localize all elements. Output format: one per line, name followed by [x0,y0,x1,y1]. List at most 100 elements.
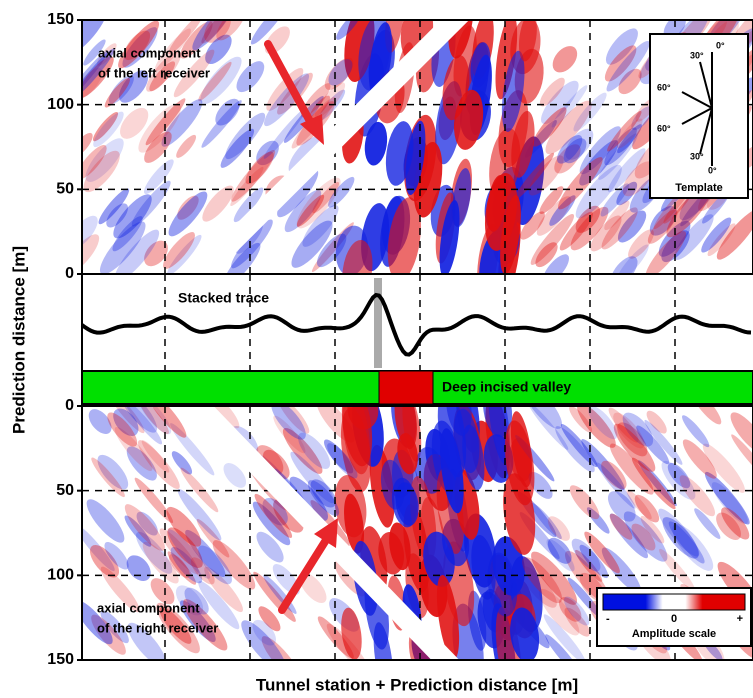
seismic-stripe [616,118,643,149]
seismic-stripe [138,103,181,153]
seismic-stripe [122,27,158,68]
seismic-stripe [284,189,322,233]
seismic-stripe [108,75,134,104]
y-tick-label: 50 [56,482,74,499]
seismic-stripe [99,221,146,274]
seismic-stripe [679,475,716,517]
seismic-stripe [307,480,340,517]
seismic-stripe [575,549,603,582]
seismic-stripe [560,423,598,468]
seismic-stripe [146,406,187,438]
seismic-stripe [91,457,125,498]
seismic-stripe [168,20,204,55]
seismic-stripe [577,406,616,448]
seismic-stripe [613,423,656,472]
seismic-stripe [223,462,247,488]
seismic-stripe [731,434,753,481]
seismic-stripe [631,106,653,131]
amplitude-label: - [606,613,610,625]
seismic-stripe [452,168,472,228]
seismic-stripe [134,477,174,524]
seismic-stripe [254,493,293,538]
seismic-stripe [579,544,609,579]
seismic-stripe [510,607,540,660]
seismic-stripe [86,499,125,543]
seismic-stripe [159,528,199,575]
seismic-stripe [192,20,235,51]
seismic-stripe [231,219,273,269]
seismic-stripe [596,462,636,509]
seismic-stripe [177,195,199,220]
seismic-stripe [601,207,638,250]
seismic-stripe [168,554,190,579]
seismic-stripe [552,46,578,73]
seismic-stripe [609,443,654,495]
seismic-stripe [225,112,266,160]
y-tick-label: 150 [47,11,74,28]
seismic-stripe [252,501,291,546]
seismic-stripe [328,59,353,86]
amplitude-label: + [737,613,743,625]
seismic-stripe [113,194,152,239]
seismic-stripe [98,188,130,225]
seismic-stripe [298,432,331,469]
seismic-stripe [667,462,691,489]
seismic-stripe [146,51,181,92]
valley-label-bg [436,376,612,398]
seismic-stripe [378,532,405,575]
panel-frame [81,19,753,275]
seismic-stripe [539,186,564,215]
seismic-stripe [606,40,650,92]
seismic-stripe [518,20,537,62]
seismic-stripe [555,426,595,473]
seismic-stripe [266,67,304,111]
seismic-stripe [83,39,106,66]
seismic-stripe [190,557,215,585]
seismic-stripe [495,20,518,100]
seismic-stripe [185,529,226,577]
seismic-stripe [271,406,306,440]
seismic-stripe [622,161,654,197]
seismic-stripe [604,45,637,82]
seismic-stripe [662,517,699,559]
seismic-stripe [579,140,619,186]
seismic-stripe [180,467,219,513]
seismic-stripe [536,196,572,236]
seismic-stripe [634,494,660,523]
seismic-stripe [220,128,255,168]
seismic-stripe [145,98,186,146]
seismic-stripe [423,531,455,587]
seismic-stripe [551,85,588,128]
seismic-stripe [161,99,203,147]
seismic-stripe [470,42,491,88]
seismic-stripe [138,406,172,435]
seismic-stripe [644,419,683,465]
seismic-stripe [252,619,276,646]
seismic-stripe [584,531,620,574]
seismic-stripe [179,600,216,643]
seismic-stripe [658,220,691,257]
seismic-stripe [542,254,569,274]
bottom-section-image [82,406,753,660]
seismic-stripe [556,135,583,164]
seismic-stripe [668,521,705,564]
seismic-stripe [575,205,601,233]
seismic-stripe [649,205,677,236]
seismic-stripe [100,566,140,613]
seismic-stripe [201,100,242,148]
seismic-stripe [586,507,610,534]
seismic-stripe [623,511,668,562]
seismic-stripe [167,527,203,568]
seismic-stripe [559,211,593,251]
seismic-stripe [608,407,639,443]
valley-label: Deep incised valley [442,379,571,395]
seismic-stripe [97,454,129,490]
stacked-trace [80,292,752,357]
template-lines [681,52,713,166]
seismic-stripe [336,20,361,40]
seismic-stripe [296,177,341,229]
seismic-stripe [564,596,590,626]
seismic-stripe [616,244,649,274]
seismic-stripe [159,606,192,644]
seismic-stripe [119,406,158,433]
